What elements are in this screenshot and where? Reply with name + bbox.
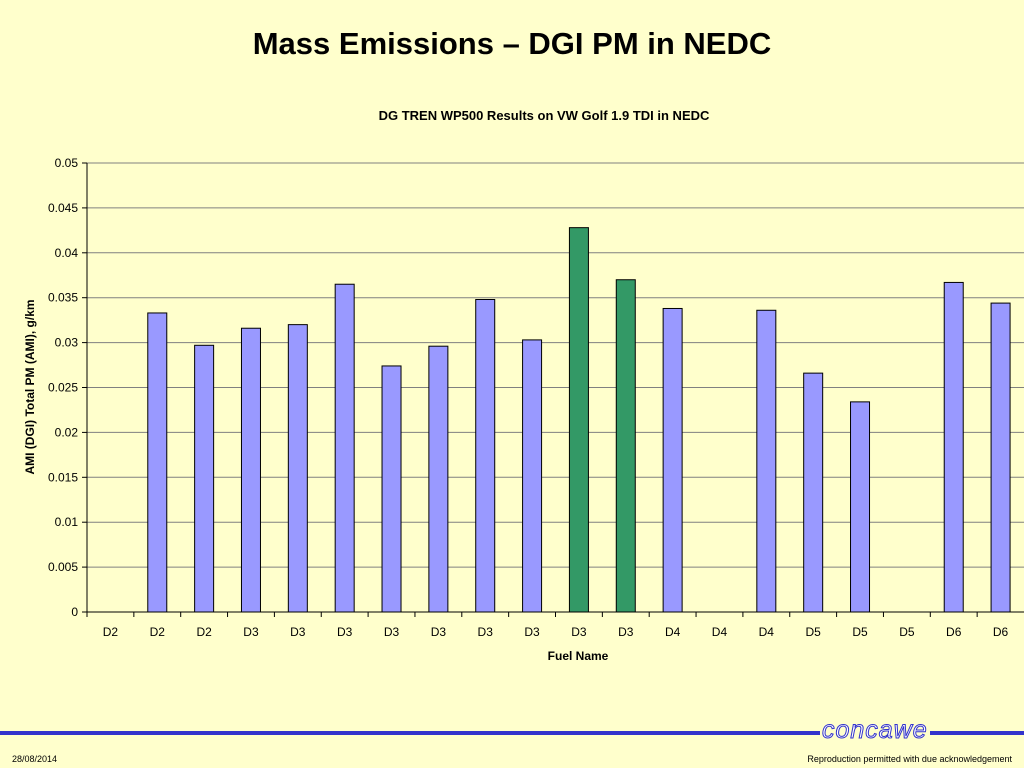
bar [803, 372, 824, 613]
bar [147, 312, 168, 613]
y-tick-label: 0.045 [48, 201, 78, 215]
x-tick-label: D3 [571, 625, 587, 639]
bar-highlighted [568, 227, 589, 613]
y-tick-label: 0.02 [55, 425, 79, 439]
bar [756, 309, 777, 613]
x-tick-label: D5 [806, 625, 822, 639]
y-tick-label: 0.035 [48, 291, 78, 305]
x-tick-label: D3 [290, 625, 306, 639]
footer-date: 28/08/2014 [12, 754, 58, 764]
x-tick-label: D3 [337, 625, 353, 639]
x-tick-label: D3 [431, 625, 447, 639]
x-tick-label: D2 [103, 625, 119, 639]
y-tick-label: 0.04 [55, 246, 79, 260]
x-tick-label: D2 [196, 625, 212, 639]
x-tick-label: D5 [899, 625, 915, 639]
footer-rule [0, 731, 1024, 735]
x-tick-label: D4 [712, 625, 728, 639]
x-tick-label: D5 [852, 625, 868, 639]
bar-highlighted [615, 279, 636, 613]
bar [240, 327, 261, 613]
bar [428, 345, 449, 613]
x-tick-label: D4 [759, 625, 775, 639]
slide-title: Mass Emissions – DGI PM in NEDC [252, 26, 772, 61]
x-tick-label: D2 [150, 625, 166, 639]
y-tick-label: 0.05 [55, 156, 79, 170]
chart-title: DG TREN WP500 Results on VW Golf 1.9 TDI… [379, 108, 710, 123]
y-tick-label: 0.01 [55, 515, 79, 529]
bar [990, 302, 1011, 613]
x-tick-label: D6 [993, 625, 1009, 639]
y-tick-label: 0.015 [48, 470, 78, 484]
concawe-logo: concawe [820, 716, 930, 745]
x-axis-label: Fuel Name [548, 649, 609, 663]
footer-note: Reproduction permitted with due acknowle… [807, 754, 1012, 764]
x-tick-label: D3 [243, 625, 259, 639]
bar [287, 324, 308, 613]
bar [943, 281, 964, 613]
y-tick-label: 0 [71, 605, 78, 619]
bar [381, 365, 402, 613]
bar [475, 298, 496, 613]
bar [522, 339, 543, 613]
y-tick-label: 0.03 [55, 336, 79, 350]
bar [850, 401, 871, 613]
y-tick-label: 0.005 [48, 560, 78, 574]
x-tick-label: D6 [946, 625, 962, 639]
bar [194, 344, 215, 613]
y-axis-label: AMI (DGI) Total PM (AMI), g/km [23, 299, 37, 474]
bar [662, 307, 683, 613]
x-tick-label: D3 [478, 625, 494, 639]
x-tick-label: D3 [384, 625, 400, 639]
x-tick-label: D3 [524, 625, 540, 639]
x-tick-label: D4 [665, 625, 681, 639]
y-tick-label: 0.025 [48, 381, 78, 395]
bar [334, 283, 355, 613]
x-tick-label: D3 [618, 625, 634, 639]
